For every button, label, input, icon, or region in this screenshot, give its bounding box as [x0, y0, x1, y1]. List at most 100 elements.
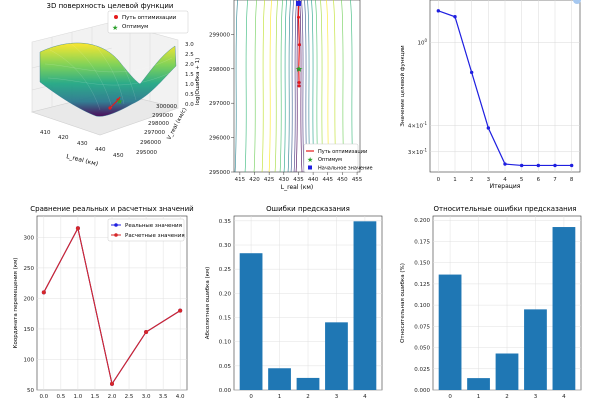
- abs-error-ytick-label: 0.00: [219, 388, 232, 394]
- comparison-xtick-label: 4.0: [176, 394, 185, 400]
- abs-error-xtick-label: 4: [363, 394, 367, 400]
- abs-error-bar: [239, 253, 263, 390]
- abs-error-panel: Ошибки предсказания 0.00 0.05 0.10 0.15 0.20…: [205, 205, 383, 400]
- rel-error-title: Относительные ошибки предсказания: [434, 205, 577, 213]
- contour-ytick-label: 298000: [209, 67, 230, 73]
- abs-error-bars: [239, 221, 377, 390]
- convergence-xlabel: Итерация: [490, 183, 521, 190]
- contour-xtick-label: 455: [352, 177, 363, 183]
- convergence-ytick-label: 3×10-1: [408, 147, 428, 156]
- contour-path-point: [297, 84, 301, 88]
- comparison-panel: Сравнение реальных и расчетных значений …: [13, 205, 194, 400]
- contour-line: [290, 0, 294, 172]
- comparison-grid: [37, 216, 187, 391]
- surface3d-ztick: 1.0: [185, 82, 194, 88]
- abs-error-ticks: 0.00 0.05 0.10 0.15 0.20 0.25 0.30 0.35 0 1 2 3 4: [219, 219, 367, 400]
- comparison-title: Сравнение реальных и расчетных значений: [30, 205, 193, 213]
- contour-line: [279, 0, 283, 172]
- rel-error-xtick-label: 2: [505, 394, 509, 400]
- rel-error-xtick-label: 1: [477, 394, 481, 400]
- rel-error-ticks: 0.000 0.025 0.050 0.075 0.100 0.125 0.150 0.175…: [414, 218, 566, 400]
- comparison-ytick-label: 150: [24, 327, 35, 333]
- rel-error-ytick-label: 0.000: [414, 388, 430, 394]
- contour-xlabel: L_real (км): [281, 184, 313, 191]
- comparison-xtick-label: 0.5: [56, 394, 65, 400]
- convergence-xtick-label: 5: [520, 177, 524, 183]
- convergence-point: [503, 162, 507, 166]
- surface3d-legend-opt-label: Оптимум: [122, 24, 148, 30]
- comparison-ytick-label: 250: [24, 266, 35, 272]
- convergence-xtick-label: 8: [570, 177, 574, 183]
- rel-error-bars: [438, 227, 576, 390]
- surface3d-legend-path-label: Путь оптимизации: [122, 15, 177, 21]
- surface3d-xtick: 430: [77, 141, 88, 147]
- surface3d-ytick: 295000: [136, 150, 157, 156]
- contour-ytick-label: 295000: [209, 170, 230, 176]
- surface3d-ztick: 2.5: [185, 52, 194, 58]
- rel-error-bar: [467, 378, 490, 390]
- convergence-grid: [430, 0, 580, 172]
- comparison-xtick-label: 3.0: [142, 394, 151, 400]
- contour-line: [283, 0, 287, 172]
- comparison-legend-calc-label: Расчетные значения: [125, 233, 185, 239]
- abs-error-ytick-label: 0.25: [219, 267, 232, 273]
- comparison-point-1: [178, 308, 183, 313]
- contour-line: [301, 0, 305, 172]
- surface3d-ytick: 297000: [144, 130, 165, 136]
- rel-error-ytick-label: 0.125: [414, 282, 430, 288]
- abs-error-xtick-label: 0: [249, 394, 253, 400]
- abs-error-bar: [296, 377, 320, 390]
- abs-error-bar: [353, 221, 377, 390]
- rel-error-ytick-label: 0.050: [414, 346, 430, 352]
- rel-error-ytick-label: 0.025: [414, 367, 430, 373]
- convergence-xtick-label: 3: [487, 177, 491, 183]
- contour-line: [268, 0, 272, 172]
- convergence-xtick-label: 7: [553, 177, 557, 183]
- convergence-point: [469, 70, 474, 75]
- rel-error-panel: Относительные ошибки предсказания 0.000 0…: [400, 205, 582, 400]
- surface3d-path-point: [108, 106, 112, 110]
- convergence-ticks: 0 1 2 3 4 5 6 7 8 100 4×10-1 3×10-1: [408, 38, 574, 183]
- contour-legend: Путь оптимизации ★ Оптимум Начальное зна…: [303, 143, 373, 173]
- comparison-point-1: [144, 330, 149, 334]
- contour-xtick-label: 445: [323, 177, 334, 183]
- comparison-xtick-label: 1.5: [91, 394, 100, 400]
- contour-line: [234, 0, 238, 172]
- abs-error-bar: [325, 322, 348, 390]
- comparison-xtick-label: 0.0: [39, 394, 48, 400]
- rel-error-ytick-label: 0.150: [414, 261, 430, 267]
- convergence-point: [436, 9, 441, 13]
- convergence-panel: 0 1 2 3 4 5 6 7 8 100 4×10-1 3×10-1 Итерация Значен…: [399, 0, 581, 190]
- surface3d-ytick: 299000: [152, 113, 173, 119]
- contour-optimisation-path: ★: [295, 0, 303, 88]
- comparison-xtick-label: 1.0: [74, 394, 83, 400]
- convergence-ylabel: Значение целевой функции: [399, 45, 406, 127]
- contour-ytick-label: 299000: [209, 32, 230, 38]
- rel-error-bar: [524, 309, 547, 390]
- comparison-legend: Реальные значения Расчетные значения: [107, 218, 185, 242]
- rel-error-ytick-label: 0.200: [414, 218, 430, 224]
- abs-error-xtick-label: 3: [335, 394, 339, 400]
- contour-legend-path-label: Путь оптимизации: [318, 149, 367, 155]
- surface3d-panel: 3D поверхность целевой функции ★ 410 420…: [30, 2, 201, 168]
- contour-xtick-label: 440: [308, 177, 319, 183]
- comparison-xtick-label: 3.5: [159, 394, 168, 400]
- surface3d-path-line: [109, 96, 121, 109]
- convergence-point: [553, 163, 557, 168]
- contour-legend-star: ★: [307, 156, 313, 164]
- contour-line: [361, 0, 364, 172]
- contour-path-point: [297, 67, 301, 71]
- rel-error-ytick-label: 0.175: [414, 239, 430, 245]
- contour-ytick-label: 296000: [209, 136, 230, 142]
- abs-error-ytick-label: 0.10: [219, 340, 232, 346]
- surface3d-ztick: 0.5: [185, 92, 194, 98]
- surface3d-legend-star: ★: [112, 24, 118, 32]
- comparison-point-1: [110, 381, 114, 386]
- contour-ytick-label: 297000: [209, 101, 230, 107]
- rel-error-xtick-label: 3: [534, 394, 538, 400]
- surface3d-legend-path-marker: [114, 15, 118, 19]
- comparison-ylabel: Координата перемещения (км): [13, 258, 19, 349]
- contour-line: [261, 0, 265, 172]
